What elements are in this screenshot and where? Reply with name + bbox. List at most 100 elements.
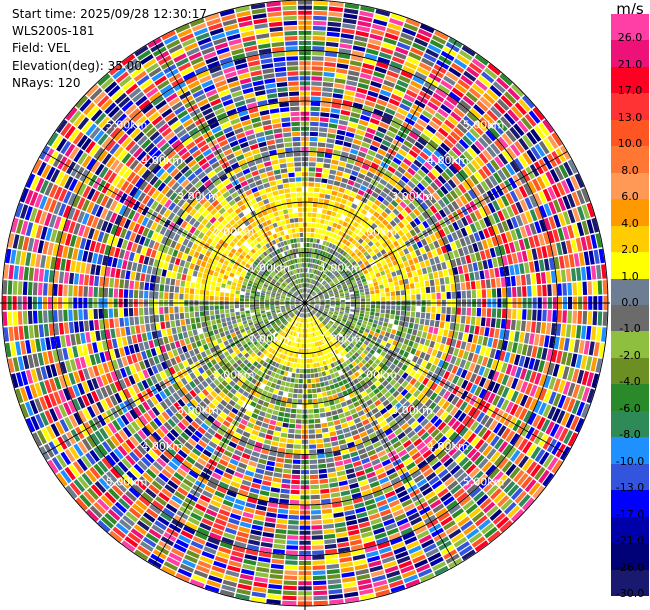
range-gate	[208, 441, 218, 449]
range-gate	[348, 392, 356, 399]
range-gate	[338, 551, 352, 558]
range-gate	[373, 490, 384, 498]
range-gate	[415, 288, 421, 294]
range-gate	[209, 374, 217, 382]
range-gate	[335, 197, 342, 203]
range-gate	[311, 316, 315, 321]
range-gate	[463, 429, 473, 440]
range-gate	[480, 414, 490, 426]
range-gate	[393, 224, 401, 232]
range-gate	[273, 431, 281, 437]
range-gate	[517, 473, 529, 486]
range-gate	[107, 509, 121, 521]
range-gate	[474, 221, 482, 231]
range-gate	[368, 318, 374, 323]
range-gate	[339, 311, 344, 315]
range-gate	[376, 391, 384, 399]
range-gate	[373, 157, 382, 165]
range-gate	[222, 387, 229, 395]
range-gate	[288, 356, 292, 362]
range-gate	[338, 439, 347, 445]
range-gate	[296, 343, 300, 348]
range-gate	[437, 511, 450, 522]
range-gate	[254, 322, 259, 327]
range-gate	[355, 405, 363, 412]
range-gate	[270, 336, 276, 341]
range-gate	[433, 150, 444, 160]
range-gate	[85, 469, 97, 483]
range-gate	[402, 273, 408, 279]
range-gate	[158, 337, 164, 346]
range-gate	[315, 172, 322, 178]
range-gate	[395, 445, 405, 453]
range-gate	[517, 286, 522, 297]
range-gate	[527, 309, 532, 321]
range-gate	[206, 481, 218, 490]
range-gate	[271, 310, 276, 313]
range-gate	[425, 547, 439, 558]
range-gate	[321, 508, 333, 514]
range-gate	[303, 313, 305, 318]
range-gate	[459, 401, 468, 411]
range-gate	[193, 569, 208, 579]
range-gate	[355, 343, 361, 349]
range-gate	[329, 482, 339, 488]
range-gate	[389, 579, 404, 588]
range-gate	[491, 308, 497, 318]
range-gate	[236, 466, 246, 474]
range-gate	[255, 571, 269, 578]
range-gate	[149, 504, 162, 515]
range-gate	[129, 436, 140, 447]
range-gate	[327, 574, 341, 580]
range-gate	[392, 89, 405, 98]
range-gate	[307, 399, 313, 404]
range-gate	[275, 400, 281, 406]
range-gate	[109, 395, 118, 406]
range-gate	[367, 226, 374, 233]
range-gate	[426, 266, 433, 274]
range-gate	[567, 225, 575, 239]
range-gate	[397, 274, 403, 281]
range-gate	[443, 345, 450, 353]
range-gate	[169, 405, 178, 414]
range-gate	[552, 363, 560, 377]
range-gate	[538, 140, 550, 155]
range-gate	[199, 401, 207, 409]
range-gate	[328, 11, 343, 17]
range-gate	[418, 568, 433, 578]
range-gate	[231, 395, 239, 403]
range-gate	[286, 361, 291, 367]
range-gate	[324, 56, 337, 63]
range-gate	[193, 369, 201, 377]
range-gate	[349, 65, 361, 72]
range-gate	[227, 463, 237, 471]
range-gate	[285, 340, 290, 345]
range-gate	[400, 310, 406, 316]
range-gate	[352, 139, 362, 146]
range-gate	[441, 123, 452, 134]
range-gate	[460, 256, 467, 265]
range-gate	[407, 271, 413, 278]
range-gate	[177, 568, 192, 578]
range-gate	[489, 509, 503, 521]
range-gate	[306, 283, 308, 288]
range-gate	[218, 391, 226, 399]
range-gate	[432, 34, 447, 45]
range-gate	[377, 450, 387, 458]
range-gate	[413, 372, 421, 380]
range-gate	[308, 289, 310, 293]
range-gate	[472, 409, 481, 420]
range-gate	[309, 333, 312, 338]
range-gate	[411, 451, 422, 461]
range-gate	[570, 175, 580, 190]
range-gate	[332, 222, 338, 228]
range-gate	[348, 351, 354, 357]
range-gate	[396, 330, 402, 337]
range-gate	[131, 353, 138, 364]
range-gate	[394, 112, 406, 121]
range-gate	[472, 242, 479, 253]
range-gate	[443, 138, 454, 149]
range-gate	[293, 309, 297, 313]
range-gate	[294, 378, 299, 383]
range-gate	[529, 261, 535, 273]
